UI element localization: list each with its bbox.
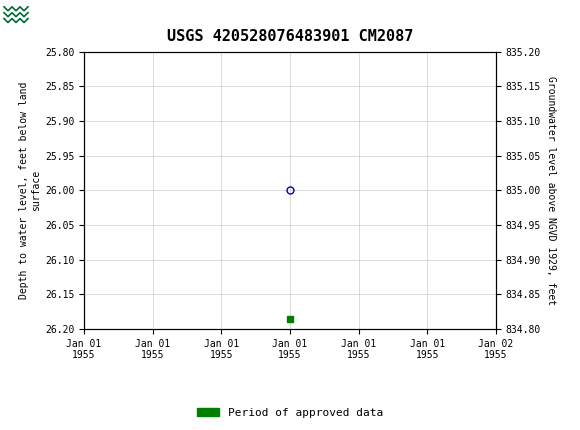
Text: USGS: USGS (34, 8, 89, 26)
Legend: Period of approved data: Period of approved data (193, 403, 387, 422)
Y-axis label: Groundwater level above NGVD 1929, feet: Groundwater level above NGVD 1929, feet (546, 76, 556, 305)
Y-axis label: Depth to water level, feet below land
surface: Depth to water level, feet below land su… (19, 82, 41, 299)
Text: USGS 420528076483901 CM2087: USGS 420528076483901 CM2087 (167, 29, 413, 44)
Bar (3, 3, 31, 30)
